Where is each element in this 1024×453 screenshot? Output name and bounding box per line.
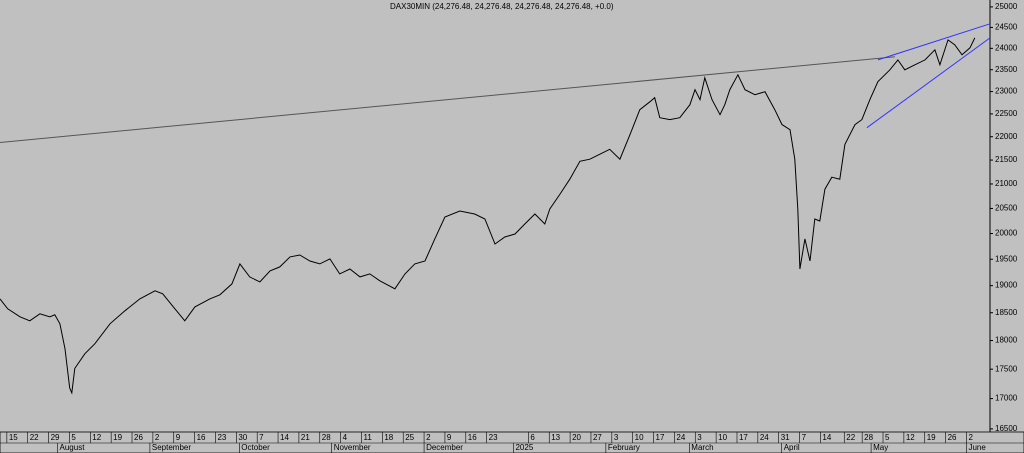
y-tick-label: 23000 <box>995 87 1018 96</box>
x-tick-label: 5 <box>885 433 890 442</box>
x-tick-label: 23 <box>217 433 226 442</box>
price-line <box>0 37 976 395</box>
y-tick-label: 21000 <box>995 179 1018 188</box>
x-tick-label: 16 <box>468 433 477 442</box>
x-tick-label: 14 <box>822 433 831 442</box>
y-tick-label: 20000 <box>995 229 1018 238</box>
x-tick-label: 11 <box>363 433 372 442</box>
x-tick-label: 25 <box>405 433 414 442</box>
month-label: September <box>152 443 191 452</box>
x-tick-label: 26 <box>134 433 143 442</box>
x-tick-label: 19 <box>927 433 936 442</box>
y-tick-label: 22500 <box>995 109 1018 118</box>
y-tick-label: 24000 <box>995 43 1018 52</box>
x-tick-label: 26 <box>948 433 957 442</box>
x-tick-label: 16 <box>197 433 206 442</box>
x-tick-label: 28 <box>322 433 331 442</box>
x-tick-label: 9 <box>447 433 452 442</box>
chart-title: DAX30MIN (24,276.48, 24,276.48, 24,276.4… <box>390 2 614 11</box>
x-tick-label: 9 <box>176 433 181 442</box>
y-tick-label: 17000 <box>995 394 1018 403</box>
y-tick-label: 21500 <box>995 155 1018 164</box>
y-tick-label: 17500 <box>995 364 1018 373</box>
x-tick-label: 27 <box>593 433 602 442</box>
x-tick-label: 5 <box>71 433 76 442</box>
x-tick-label: 22 <box>30 433 39 442</box>
x-tick-label: 2 <box>426 433 431 442</box>
trendline <box>0 56 895 143</box>
x-tick-label: 7 <box>259 433 264 442</box>
x-tick-label: 12 <box>92 433 101 442</box>
y-tick-label: 16500 <box>995 424 1018 433</box>
x-tick-label: 28 <box>864 433 873 442</box>
x-tick-label: 2 <box>968 433 973 442</box>
x-tick-label: 17 <box>656 433 665 442</box>
month-label: February <box>608 443 640 452</box>
month-label: June <box>968 443 986 452</box>
x-tick-label: 23 <box>489 433 498 442</box>
x-tick-label: 4 <box>343 433 348 442</box>
month-label: April <box>784 443 800 452</box>
x-axis-strip <box>0 431 1024 453</box>
x-tick-label: 29 <box>51 433 60 442</box>
y-tick-label: 19500 <box>995 254 1018 263</box>
month-label: 2025 <box>515 443 533 452</box>
month-label: November <box>334 443 371 452</box>
x-tick-label: 31 <box>781 433 790 442</box>
x-tick-label: 7 <box>802 433 807 442</box>
x-tick-label: 15 <box>9 433 18 442</box>
y-tick-label: 18500 <box>995 308 1018 317</box>
x-tick-label: 17 <box>739 433 748 442</box>
month-label: March <box>691 443 713 452</box>
x-tick-label: 3 <box>614 433 619 442</box>
y-tick-label: 24500 <box>995 23 1018 32</box>
y-tick-label: 25000 <box>995 2 1018 11</box>
y-tick-label: 23500 <box>995 65 1018 74</box>
x-tick-label: 20 <box>572 433 581 442</box>
month-label: May <box>873 443 888 452</box>
y-tick-label: 18000 <box>995 336 1018 345</box>
x-tick-label: 30 <box>238 433 247 442</box>
trendline <box>877 23 991 61</box>
x-tick-label: 10 <box>718 433 727 442</box>
y-tick-label: 19000 <box>995 281 1018 290</box>
x-tick-label: 21 <box>301 433 310 442</box>
x-tick-label: 18 <box>384 433 393 442</box>
month-label: October <box>241 443 270 452</box>
x-tick-label: 2 <box>155 433 160 442</box>
y-tick-label: 20500 <box>995 204 1018 213</box>
x-tick-label: 3 <box>697 433 702 442</box>
x-tick-label: 6 <box>530 433 535 442</box>
month-label: December <box>426 443 463 452</box>
x-tick-label: 14 <box>280 433 289 442</box>
x-tick-label: 22 <box>846 433 855 442</box>
x-tick-label: 12 <box>906 433 915 442</box>
trendline <box>866 37 991 129</box>
x-tick-label: 19 <box>113 433 122 442</box>
month-label: August <box>60 443 86 452</box>
x-tick-label: 10 <box>635 433 644 442</box>
x-tick-label: 13 <box>551 433 560 442</box>
x-tick-label: 24 <box>676 433 685 442</box>
x-tick-label: 24 <box>760 433 769 442</box>
y-tick-label: 22000 <box>995 132 1018 141</box>
